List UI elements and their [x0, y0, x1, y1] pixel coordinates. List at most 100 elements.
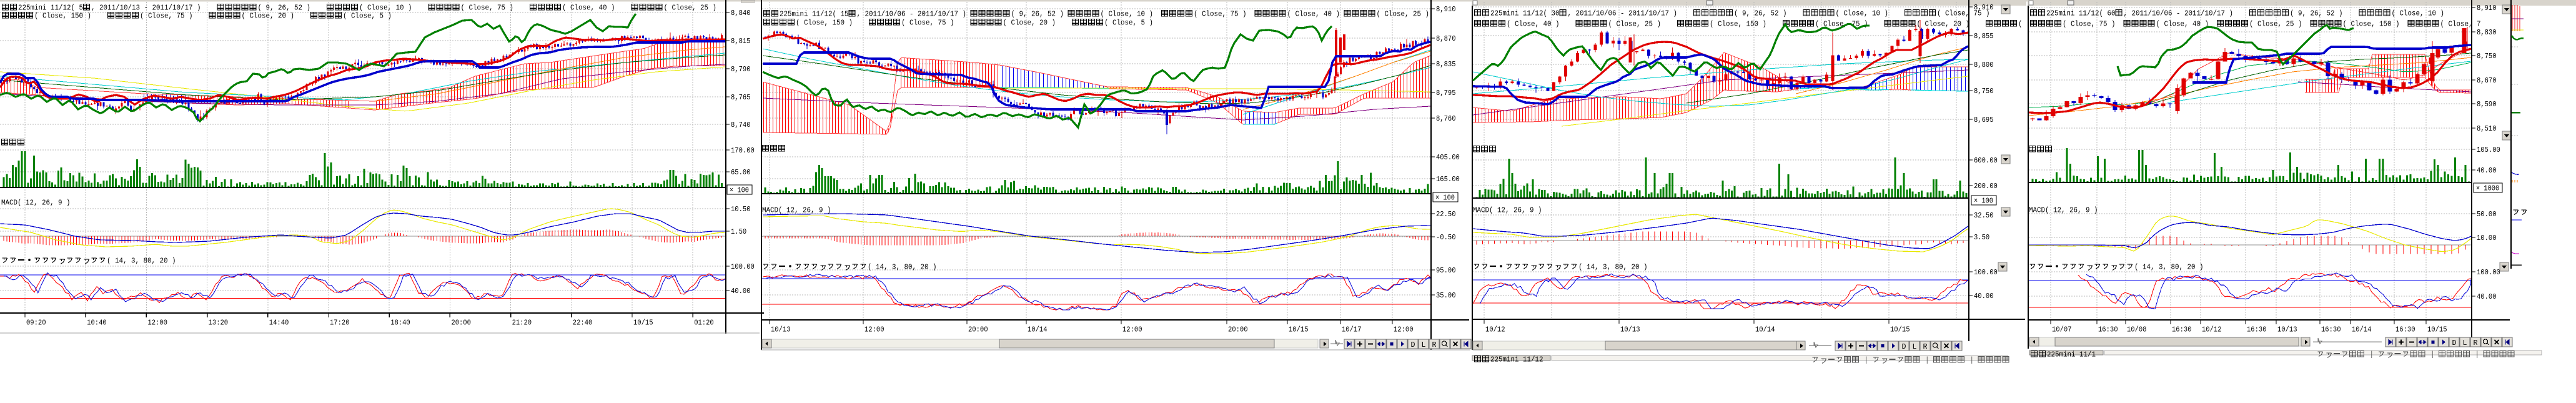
svg-text:( Close, 75 ): ( Close, 75 ): [461, 4, 530, 12]
svg-text:10/15: 10/15: [2427, 326, 2447, 334]
svg-text:( 14, 3, 80, 20 ): ( 14, 3, 80, 20 ): [868, 263, 937, 272]
svg-text:225mini 11/12( 5: 225mini 11/12( 5: [18, 4, 83, 12]
svg-text:8,910: 8,910: [2477, 4, 2497, 12]
svg-text:8,795: 8,795: [1436, 89, 1456, 97]
svg-text:8,750: 8,750: [1974, 87, 1994, 96]
svg-text:170.00: 170.00: [731, 146, 755, 155]
svg-text:MACD( 12, 26, 9 ): MACD( 12, 26, 9 ): [2029, 206, 2098, 215]
svg-text:( Close, 150 ): ( Close, 150 ): [34, 12, 107, 21]
svg-text:( Close, 75 ): ( Close, 75 ): [901, 19, 971, 27]
svg-text:L: L: [1913, 342, 1917, 351]
svg-text:( Close, 10 ): ( Close, 10 ): [1836, 9, 1905, 18]
svg-text:L: L: [1422, 341, 1426, 349]
svg-text:( Close, 150 ): ( Close, 150 ): [796, 19, 869, 27]
svg-text:( Close, 75 ): ( Close, 75 ): [1937, 9, 1990, 18]
svg-text:× 1000: × 1000: [2476, 185, 2499, 193]
svg-text:10:40: 10:40: [87, 319, 107, 327]
svg-text:MACD( 12, 26, 9 ): MACD( 12, 26, 9 ): [1, 199, 71, 207]
svg-text:( 14, 3, 80, 20 ): ( 14, 3, 80, 20 ): [1578, 263, 1648, 272]
svg-text:40.00: 40.00: [2477, 292, 2497, 301]
svg-text:8,835: 8,835: [1436, 60, 1456, 69]
svg-text:16:30: 16:30: [2395, 326, 2415, 334]
svg-text:20:00: 20:00: [1228, 326, 1248, 334]
svg-text:8,815: 8,815: [731, 37, 751, 46]
svg-text:, 2011/10/06 - 2011/10/17 ): , 2011/10/06 - 2011/10/17 ): [1568, 9, 1694, 18]
svg-text:10/13: 10/13: [1620, 326, 1640, 334]
svg-text:10/15: 10/15: [1289, 326, 1309, 334]
svg-text:40.00: 40.00: [731, 287, 751, 296]
svg-text:|: |: [1966, 356, 1978, 365]
svg-text:8,840: 8,840: [731, 9, 751, 17]
svg-text:( Close, 20 ): ( Close, 20 ): [1917, 20, 1986, 29]
svg-text:225mini 11/12( 30: 225mini 11/12( 30: [1490, 9, 1560, 18]
svg-text:( 9, 26, 52 ): ( 9, 26, 52 ): [1734, 9, 1803, 18]
svg-text:( Close, 5 ): ( Close, 5 ): [1104, 19, 1153, 27]
svg-text:8,910: 8,910: [1974, 3, 1994, 12]
svg-text:165.00: 165.00: [1436, 175, 1460, 184]
svg-text:( Close, 25 ): ( Close, 25 ): [1608, 20, 1678, 29]
svg-text:|: |: [1860, 356, 1873, 365]
svg-text:8,855: 8,855: [1974, 32, 1994, 41]
svg-text:22.50: 22.50: [1436, 210, 1456, 219]
svg-text:( Close, 25 ): ( Close, 25 ): [664, 4, 717, 12]
svg-text:D: D: [1411, 341, 1415, 349]
svg-text:, 2011/10/13 - 2011/10/17 ): , 2011/10/13 - 2011/10/17 ): [91, 4, 217, 12]
svg-text:35.00: 35.00: [1436, 291, 1456, 300]
svg-text:8,695: 8,695: [1974, 116, 1994, 124]
svg-text:105.00: 105.00: [2477, 146, 2500, 154]
svg-text:600.00: 600.00: [1974, 156, 1998, 165]
svg-text:8,830: 8,830: [2477, 28, 2497, 37]
svg-text:MACD( 12, 26, 9 ): MACD( 12, 26, 9 ): [762, 206, 831, 215]
svg-text:3.50: 3.50: [1974, 233, 1989, 242]
svg-text:40.00: 40.00: [2477, 166, 2497, 175]
svg-text:16:30: 16:30: [2172, 326, 2192, 334]
svg-text:( Close, 10 ): ( Close, 10 ): [2392, 9, 2445, 18]
svg-text:12:00: 12:00: [147, 319, 167, 327]
svg-text:( 9, 26, 52 ): ( 9, 26, 52 ): [1011, 10, 1068, 19]
svg-text:10/15: 10/15: [1890, 326, 1910, 334]
svg-text:13:20: 13:20: [209, 319, 229, 327]
svg-text:17:20: 17:20: [330, 319, 350, 327]
svg-text:10/12: 10/12: [1485, 326, 1505, 334]
svg-text:10/17: 10/17: [1342, 326, 1362, 334]
svg-text:( Close, 40 ): ( Close, 40 ): [1287, 10, 1344, 19]
svg-text:( Close, 40 ): ( Close, 40 ): [2156, 20, 2217, 29]
svg-text:( Close, 150 ): ( Close, 150 ): [2343, 20, 2408, 29]
svg-text:( Close, 25 ): ( Close, 25 ): [1377, 10, 1430, 19]
svg-text:225mini 11/12( 60: 225mini 11/12( 60: [2046, 9, 2116, 18]
svg-text:16:30: 16:30: [2098, 326, 2118, 334]
svg-text:8,590: 8,590: [2477, 100, 2497, 109]
svg-text:200.00: 200.00: [1974, 182, 1998, 191]
svg-text:( Close, 20 ): ( Close, 20 ): [1003, 19, 1073, 27]
svg-text:× 100: × 100: [1974, 197, 1993, 206]
svg-text:405.00: 405.00: [1436, 153, 1460, 162]
svg-text:100.00: 100.00: [1974, 268, 1998, 277]
svg-text:10/15: 10/15: [633, 319, 653, 327]
svg-text:|: |: [2427, 351, 2439, 359]
svg-text:( 9, 26, 52 ): ( 9, 26, 52 ): [258, 4, 327, 12]
svg-text:, 2011/10/06 - 2011/10/17 ): , 2011/10/06 - 2011/10/17 ): [2124, 9, 2250, 18]
svg-text:( Close, 75 ): ( Close, 75 ): [1194, 10, 1255, 19]
svg-text:( Close, 40 ): ( Close, 40 ): [1507, 20, 1576, 29]
svg-text:21:20: 21:20: [512, 319, 532, 327]
svg-text:( Close, 5 ): ( Close, 5 ): [343, 12, 392, 21]
svg-text:225mini 11/12( 15: 225mini 11/12( 15: [780, 10, 849, 19]
svg-text:8,760: 8,760: [1436, 114, 1456, 123]
svg-text:( Close, 10 ): ( Close, 10 ): [359, 4, 429, 12]
svg-text:40.00: 40.00: [1974, 292, 1994, 301]
svg-text:8,910: 8,910: [1436, 5, 1456, 14]
svg-text:|: |: [2365, 351, 2378, 359]
svg-text:8,790: 8,790: [731, 65, 751, 74]
svg-text:R: R: [2474, 339, 2478, 347]
svg-text:( 14, 3, 80, 20 ): ( 14, 3, 80, 20 ): [107, 257, 176, 266]
svg-text:09:20: 09:20: [26, 319, 46, 327]
svg-text:22:40: 22:40: [573, 319, 593, 327]
svg-text:10.00: 10.00: [2477, 234, 2497, 242]
svg-text:12:00: 12:00: [1394, 326, 1414, 334]
svg-text:10.50: 10.50: [731, 205, 751, 214]
svg-text:10/14: 10/14: [2352, 326, 2372, 334]
svg-text:( 14, 3, 80, 20 ): ( 14, 3, 80, 20 ): [2134, 263, 2204, 272]
svg-text:12:00: 12:00: [1122, 326, 1142, 334]
svg-text:|: |: [2471, 351, 2484, 359]
svg-text:( Close, 40 ): ( Close, 40 ): [562, 4, 632, 12]
